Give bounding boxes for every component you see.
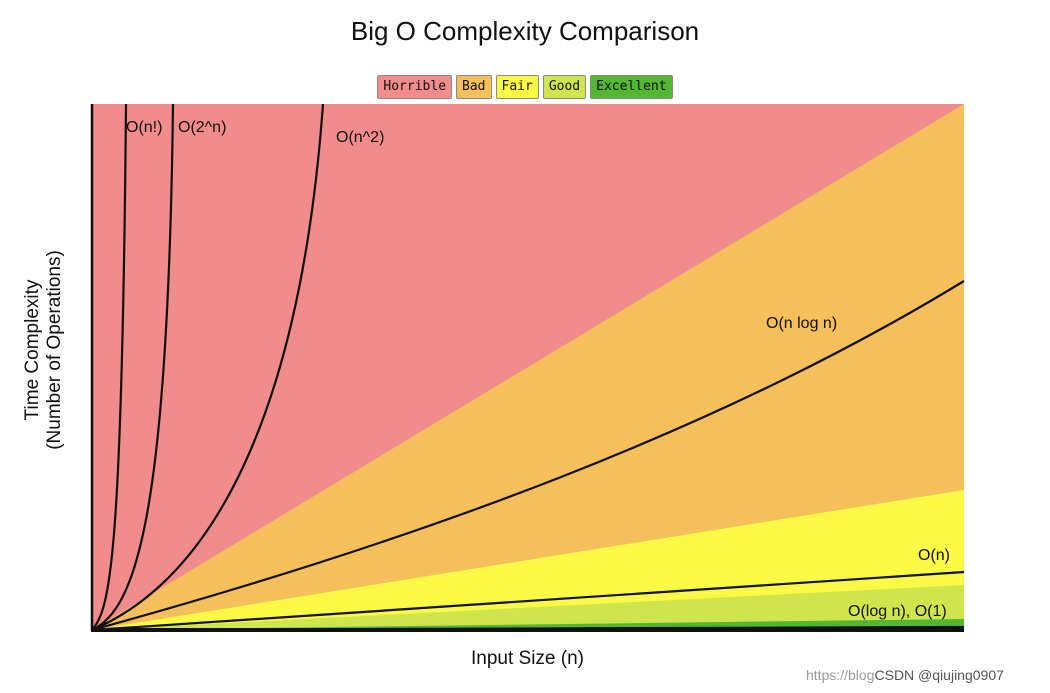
- legend-item-good: Good: [542, 75, 587, 99]
- legend-item-horrible: Horrible: [377, 75, 453, 99]
- curve-n-factorial: [91, 103, 128, 631]
- watermark: https://blogCSDN @qiujing0907: [806, 667, 1004, 683]
- watermark-author: CSDN @qiujing0907: [874, 667, 1004, 683]
- curve-2-power-n: [91, 103, 175, 631]
- watermark-url: https://blog: [806, 667, 875, 683]
- label-2-power-n: O(2^n): [178, 119, 226, 136]
- label-n: O(n): [918, 547, 950, 564]
- x-axis-label: Input Size (n): [471, 648, 584, 669]
- label-n-squared: O(n^2): [336, 129, 384, 146]
- legend-item-fair: Fair: [495, 75, 539, 99]
- y-axis-label-line-2: (Number of Operations): [44, 250, 65, 450]
- y-axis-label: Time Complexity (Number of Operations): [22, 250, 66, 450]
- region-fair: [92, 490, 964, 630]
- curve-n-log-n: [91, 280, 965, 632]
- curve-n: [91, 570, 965, 632]
- legend: Horrible Bad Fair Good Excellent: [0, 75, 1050, 99]
- region-good: [92, 585, 964, 630]
- label-log-n-constant: O(log n), O(1): [848, 603, 947, 620]
- legend-item-excellent: Excellent: [590, 75, 673, 99]
- chart-title: Big O Complexity Comparison: [350, 16, 700, 46]
- label-n-log-n: O(n log n): [766, 315, 837, 332]
- y-axis-label-line-1: Time Complexity: [22, 279, 43, 421]
- label-n-factorial: O(n!): [126, 119, 162, 136]
- curve-n-squared: [91, 103, 325, 632]
- legend-item-bad: Bad: [456, 75, 492, 99]
- region-bad: [92, 104, 964, 630]
